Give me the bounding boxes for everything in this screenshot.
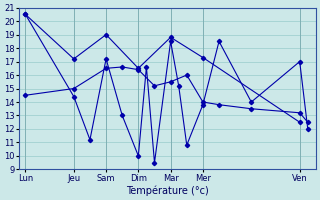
X-axis label: Température (°c): Température (°c)	[126, 185, 209, 196]
